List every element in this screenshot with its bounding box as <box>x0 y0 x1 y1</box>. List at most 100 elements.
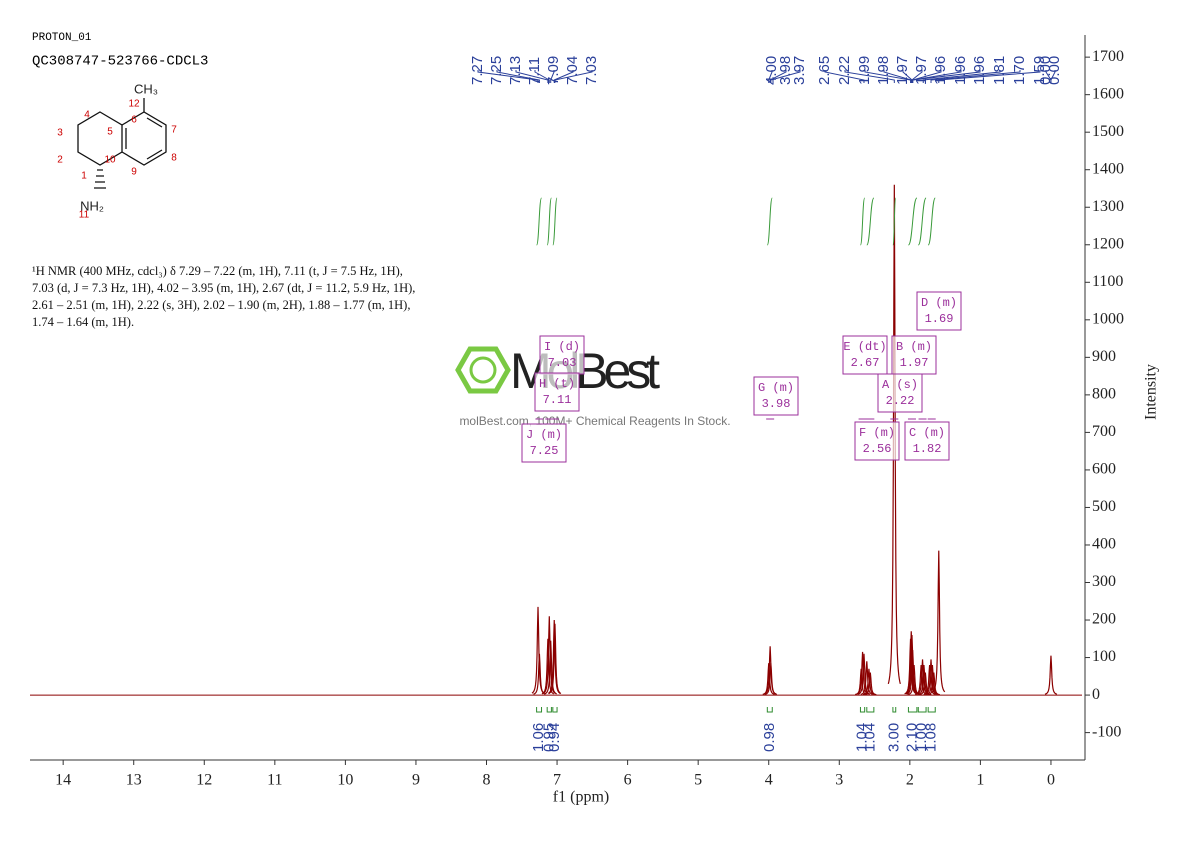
peak-pick-label: 1.96 <box>932 56 949 85</box>
x-tick-label: 1 <box>976 772 984 789</box>
x-tick-label: 7 <box>553 772 561 789</box>
peak-pick-label: 7.27 <box>469 56 486 85</box>
peak-pick-label: 1.81 <box>991 56 1008 85</box>
integral-curve <box>766 197 773 246</box>
peak-pick-leader <box>844 70 895 83</box>
multiplet-label: D (m) <box>921 296 957 310</box>
peak-pick-leader <box>930 70 1021 83</box>
y-axis-label: Intensity <box>1143 364 1160 420</box>
y-tick-label: 1300 <box>1092 198 1124 215</box>
multiplet-shift: 3.98 <box>762 397 791 411</box>
peak <box>862 668 876 696</box>
atom-number: 3 <box>57 128 63 139</box>
multiplet-label: F (m) <box>859 426 895 440</box>
peak-pick-label: 1.98 <box>875 56 892 85</box>
integral-bracket <box>917 707 927 713</box>
x-tick-label: 9 <box>412 772 420 789</box>
peak-pick-label: 1.97 <box>894 56 911 85</box>
peak-pick-label: 1.99 <box>856 56 873 85</box>
header-line: QC308747-523766-CDCL3 <box>32 54 208 70</box>
integral-label: 1.00 <box>913 723 930 752</box>
atom-number: 5 <box>107 127 113 138</box>
peak <box>924 659 938 695</box>
atom-number: 12 <box>128 99 140 110</box>
multiplet-label: G (m) <box>758 381 794 395</box>
peak-pick-leader <box>1050 70 1056 83</box>
multiplet-box <box>916 291 962 331</box>
watermark-slogan: molBest.com, 100M+ Chemical Reagents In … <box>459 414 730 428</box>
methyl-label: CH₃ <box>134 81 158 96</box>
integral-curve <box>552 197 558 246</box>
peak-pick-label: 7.04 <box>564 56 581 85</box>
atom-number: 4 <box>84 110 90 121</box>
peak <box>548 623 562 695</box>
multiplet-shift: 2.67 <box>851 356 880 370</box>
y-tick-label: 800 <box>1092 386 1116 403</box>
peak <box>927 672 940 696</box>
multiplet-box <box>534 372 580 412</box>
multiplet-label: A (s) <box>882 378 918 392</box>
multiplet-box <box>753 376 799 416</box>
atom-number: 8 <box>171 153 177 164</box>
y-tick-label: 1600 <box>1092 85 1124 102</box>
multiplet-label: E (dt) <box>843 340 886 354</box>
multiplet-shift: 7.25 <box>530 444 559 458</box>
peak-pick-label: 7.13 <box>507 56 524 85</box>
multiplet-shift: 7.11 <box>543 393 572 407</box>
integral-bracket <box>552 707 558 713</box>
peak-pick-leader <box>534 70 550 83</box>
x-tick-label: 3 <box>835 772 843 789</box>
integral-curve <box>917 197 927 246</box>
watermark-brand: MolBest <box>510 343 660 399</box>
peak-pick-leader <box>864 70 912 83</box>
peak-pick-label: 0.00 <box>1046 56 1063 85</box>
peak <box>764 663 778 695</box>
x-tick-label: 10 <box>337 772 353 789</box>
multiplet-shift: 1.97 <box>900 356 929 370</box>
amine-label: NH₂ <box>80 198 104 213</box>
multiplet-shift: 2.56 <box>863 442 892 456</box>
integral-label: 1.08 <box>923 723 940 752</box>
peak-pick-leader <box>938 70 1041 83</box>
peak-pick-leader <box>769 70 787 83</box>
integral-bracket <box>536 707 543 713</box>
peak-pick-label: 7.11 <box>526 57 543 85</box>
y-tick-label: 500 <box>1092 498 1116 515</box>
peak-pick-label: 7.09 <box>545 56 562 85</box>
x-tick-label: 4 <box>765 772 773 789</box>
y-tick-label: 1400 <box>1092 160 1124 177</box>
integral-curve <box>907 197 918 246</box>
peak <box>932 550 946 693</box>
multiplet-shift: 1.82 <box>913 442 942 456</box>
peak-pick-leader <box>911 70 923 83</box>
peak <box>544 640 557 695</box>
peak-pick-leader <box>912 70 981 83</box>
integral-curve <box>927 197 936 246</box>
peak-pick-leader <box>770 70 801 83</box>
x-tick-label: 12 <box>196 772 212 789</box>
peak-pick-label: 2.22 <box>836 56 853 85</box>
x-axis-label: f1 (ppm) <box>553 789 609 806</box>
multiplet-box <box>904 421 950 461</box>
integral-bracket <box>907 707 918 713</box>
integral-label: 0.94 <box>546 723 563 752</box>
peak-pick-label: 2.65 <box>816 56 833 85</box>
y-tick-label: -100 <box>1092 723 1121 740</box>
x-tick-label: 5 <box>694 772 702 789</box>
peak-pick-label: 7.25 <box>488 56 505 85</box>
integral-bracket <box>859 707 866 713</box>
peak-pick-leader <box>883 70 912 83</box>
watermark-logo <box>455 346 511 394</box>
y-tick-label: 700 <box>1092 423 1116 440</box>
integral-bracket <box>927 707 936 713</box>
x-tick-label: 8 <box>483 772 491 789</box>
peak-pick-label: 7.03 <box>583 56 600 85</box>
x-tick-label: 13 <box>126 772 142 789</box>
y-tick-label: 600 <box>1092 461 1116 478</box>
multiplet-shift: 1.69 <box>925 312 954 326</box>
peak-pick-label: 3.97 <box>791 56 808 85</box>
peak-pick-leader <box>922 70 1001 83</box>
integral-bracket <box>866 707 875 713</box>
